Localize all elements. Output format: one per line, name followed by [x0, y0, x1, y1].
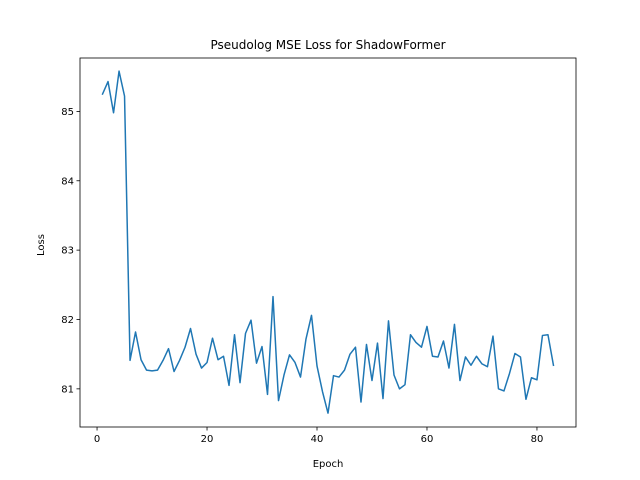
chart-title: Pseudolog MSE Loss for ShadowFormer	[210, 38, 445, 52]
x-axis-label: Epoch	[313, 459, 344, 470]
y-tick-label-85: 85	[61, 107, 74, 118]
y-axis-label: Loss	[36, 234, 47, 256]
y-tick-label-83: 83	[61, 246, 74, 257]
y-tick-label-84: 84	[61, 176, 74, 187]
x-tick-label-0: 0	[94, 434, 100, 445]
axes-frame	[79, 57, 577, 428]
x-tick-label-20: 20	[201, 434, 214, 445]
x-tick-label-60: 60	[421, 434, 434, 445]
y-tick-label-82: 82	[61, 315, 74, 326]
plot-area: 0 20 40 60 80 81 82 83 84 85	[61, 57, 577, 445]
x-tick-label-80: 80	[531, 434, 544, 445]
series-line-0	[101, 70, 555, 414]
x-tick-label-40: 40	[311, 434, 324, 445]
y-tick-label-81: 81	[61, 384, 74, 395]
